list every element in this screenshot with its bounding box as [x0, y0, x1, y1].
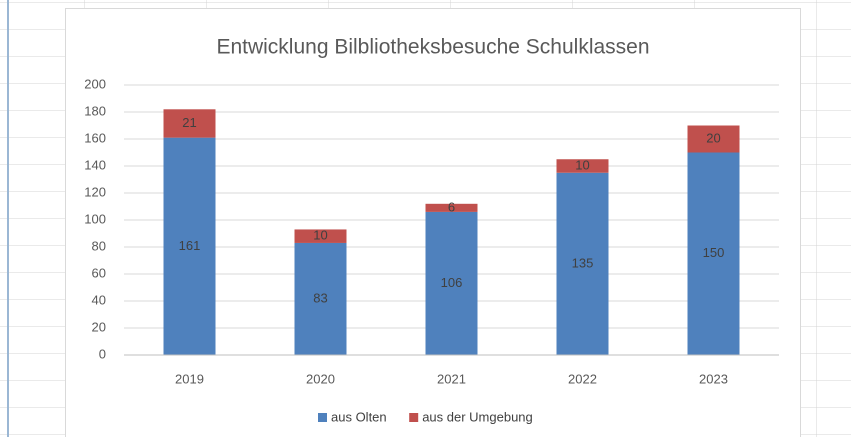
bar-segment [556, 172, 609, 355]
bar-segment [163, 137, 216, 355]
y-tick-label: 120 [84, 184, 106, 199]
x-tick-label: 2022 [568, 371, 597, 386]
y-tick-label: 100 [84, 211, 106, 226]
y-tick-label: 140 [84, 157, 106, 172]
x-tick-label: 2021 [437, 371, 466, 386]
y-tick-label: 80 [92, 238, 106, 253]
bar-segment [425, 211, 478, 355]
legend-label: aus der Umgebung [422, 409, 533, 424]
y-tick-label: 60 [92, 265, 106, 280]
data-label: 21 [182, 115, 196, 130]
chart-title: Entwicklung Bilbliotheksbesuche Schulkla… [216, 36, 649, 59]
bar-segment [687, 125, 740, 153]
x-tick-label: 2020 [306, 371, 335, 386]
bar-segment [294, 229, 347, 243]
legend: aus Olten aus der Umgebung [318, 409, 533, 424]
y-tick-label: 20 [92, 319, 106, 334]
data-label: 150 [703, 245, 725, 260]
bar-segment [294, 242, 347, 355]
x-tick-label: 2019 [175, 371, 204, 386]
y-tick-label: 160 [84, 130, 106, 145]
data-label: 83 [313, 290, 327, 305]
data-label: 10 [575, 157, 589, 172]
bar-segment [163, 109, 216, 138]
bar-segment [687, 152, 740, 355]
x-tick-label: 2023 [699, 371, 728, 386]
legend-swatch [318, 413, 327, 422]
data-label: 20 [706, 130, 720, 145]
legend-swatch [409, 413, 419, 422]
data-label: 161 [179, 238, 201, 253]
data-label: 6 [448, 199, 455, 214]
data-label: 106 [441, 275, 463, 290]
legend-label: aus Olten [331, 409, 387, 424]
data-label: 135 [572, 255, 594, 270]
bar-segment [556, 159, 609, 173]
y-tick-label: 180 [84, 103, 106, 118]
y-tick-label: 0 [99, 346, 106, 361]
bar-segment [425, 203, 478, 212]
data-label: 10 [313, 228, 327, 243]
y-tick-label: 40 [92, 292, 106, 307]
y-tick-label: 200 [84, 76, 106, 91]
